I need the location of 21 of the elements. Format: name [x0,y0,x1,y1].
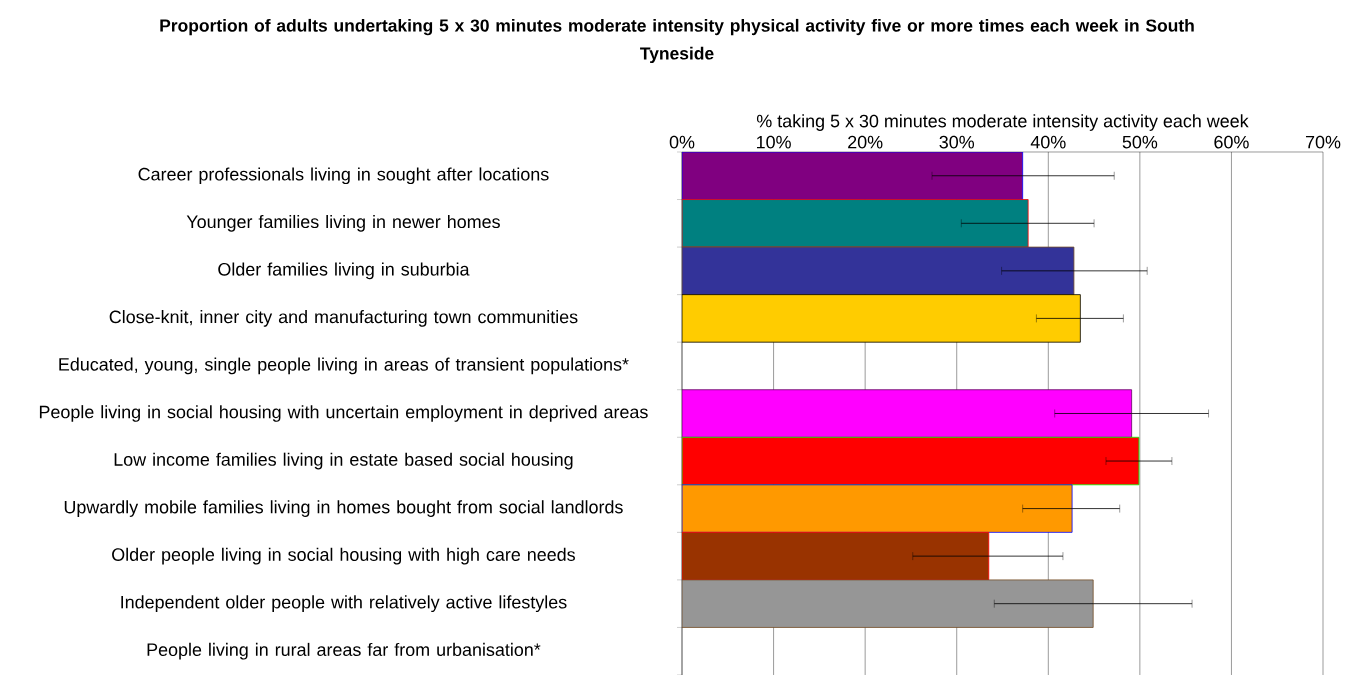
chart-title: Proportion of adults undertaking 5 x 30 minutes moderate intensity physical activity five or more times each week in South Tyneside [160,18,1194,63]
y-tick-label: Upwardly mobile families living in homes bought from social landlords [64,500,623,517]
y-tick-label: Older families living in suburbia [218,262,470,280]
x-tick-label: 20% [848,135,883,149]
y-tick-label: Educated, young, single people living in areas of transient populations* [59,357,629,375]
x-tick-label: 0% [669,135,695,149]
y-tick-label: People living in social housing with uncertain employment in deprived areas [39,405,648,422]
x-tick-label: 50% [1122,135,1158,149]
y-tick-label: Independent older people with relatively active lifestyles [121,595,567,612]
x-tick-label: 40% [1030,135,1066,149]
x-tick-label: 60% [1214,135,1249,149]
x-tick-label: 30% [939,135,975,149]
x-axis-title: % taking 5 x 30 minutes moderate intensity activity each week [756,114,1249,131]
x-tick-label: 10% [757,135,791,149]
y-tick-label: Close-knit, inner city and manufacturing town communities [109,309,578,327]
y-tick-label: Older people living in social housing with high care needs [112,547,575,565]
y-tick-label: People living in rural areas far from urbanisation* [147,642,541,660]
y-tick-label: Younger families living in newer homes [186,214,500,232]
y-tick-label: Low income families living in estate based social housing [114,452,573,470]
x-tick-label: 70% [1305,135,1341,149]
y-tick-label: Career professionals living in sought after locations [138,167,549,185]
